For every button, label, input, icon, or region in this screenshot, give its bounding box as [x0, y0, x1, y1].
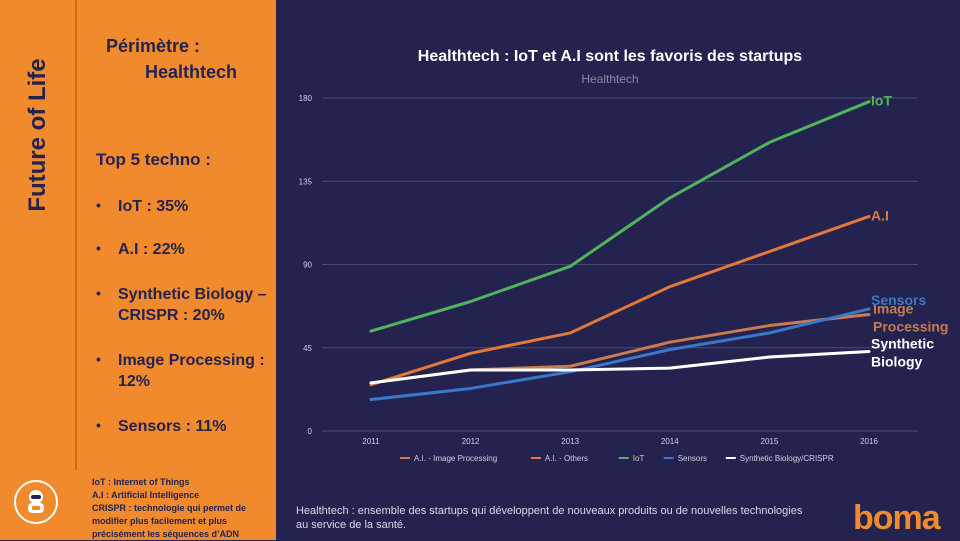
line-chart: 0 45 90 135 180 2011 2012 2013 2014 2015 2016 Image… — [299, 93, 949, 463]
series-end-label: Sensors — [871, 292, 926, 308]
y-tick-label: 90 — [303, 261, 312, 270]
bullet-icon: • — [96, 417, 101, 433]
glossary: IoT : Internet of Things A.I : Artificia… — [92, 476, 274, 541]
y-tick-label: 45 — [303, 344, 312, 353]
x-tick-label: 2011 — [362, 437, 380, 446]
legend-label: A.I. - Others — [545, 454, 588, 463]
x-tick-label: 2014 — [661, 437, 679, 446]
robot-icon — [28, 490, 44, 513]
glossary-item: CRISPR : technologie qui permet de modif… — [92, 503, 247, 539]
series-line — [369, 349, 871, 385]
series-end-label: Synthetic Biology — [871, 335, 934, 369]
legend-label: Sensors — [678, 454, 707, 463]
x-tick-label: 2016 — [860, 437, 878, 446]
legend-label: IoT — [633, 454, 645, 463]
bullet-icon: • — [96, 351, 101, 367]
tech-item-sensors: • Sensors : 11% — [96, 417, 227, 435]
chart-title: Healthtech : IoT et A.I sont les favoris… — [417, 48, 803, 65]
bullet-icon: • — [96, 197, 101, 213]
chart-subtitle: Healthtech — [581, 72, 639, 86]
y-tick-label: 180 — [299, 94, 313, 103]
series-end-label: IoT — [871, 93, 892, 109]
tech-item-synthetic-biology: • Synthetic Biology – CRISPR : 20% — [96, 285, 267, 324]
x-tick-label: 2015 — [761, 437, 779, 446]
perimetre-label: Périmètre : — [106, 36, 201, 56]
bullet-icon: • — [96, 285, 101, 301]
x-tick-label: 2013 — [561, 437, 579, 446]
tech-item-image-processing: • Image Processing : 12% — [96, 351, 265, 390]
tech-item-iot: • IoT : 35% — [96, 197, 189, 215]
glossary-item: A.I : Artificial Intelligence — [92, 490, 200, 500]
y-tick-label: 135 — [299, 177, 313, 186]
series-line — [369, 100, 871, 333]
glossary-item: IoT : Internet of Things — [92, 477, 190, 487]
series-line — [369, 214, 871, 387]
footer-note: Healthtech : ensemble des startups qui d… — [296, 505, 803, 531]
tech-item-ai: • A.I : 22% — [96, 240, 185, 258]
perimetre-value: Healthtech — [145, 62, 238, 82]
legend-label: A.I. - Image Processing — [414, 454, 497, 463]
series-end-label: Image Processing — [873, 300, 948, 334]
top5-title: Top 5 techno : — [96, 150, 211, 169]
brand-title: Future of Life — [24, 58, 51, 212]
x-tick-label: 2012 — [462, 437, 480, 446]
robot-logo-icon — [14, 480, 58, 524]
sidebar-divider — [75, 0, 77, 470]
y-tick-label: 0 — [308, 427, 313, 436]
bullet-icon: • — [96, 240, 101, 256]
legend-label: Synthetic Biology/CRISPR — [740, 454, 834, 463]
sidebar-panel: Future of Life Périmètre : Healthtech To… — [0, 0, 276, 540]
series-line — [369, 307, 871, 402]
boma-logo: boma — [853, 499, 941, 537]
series-end-label: A.I — [871, 207, 889, 223]
